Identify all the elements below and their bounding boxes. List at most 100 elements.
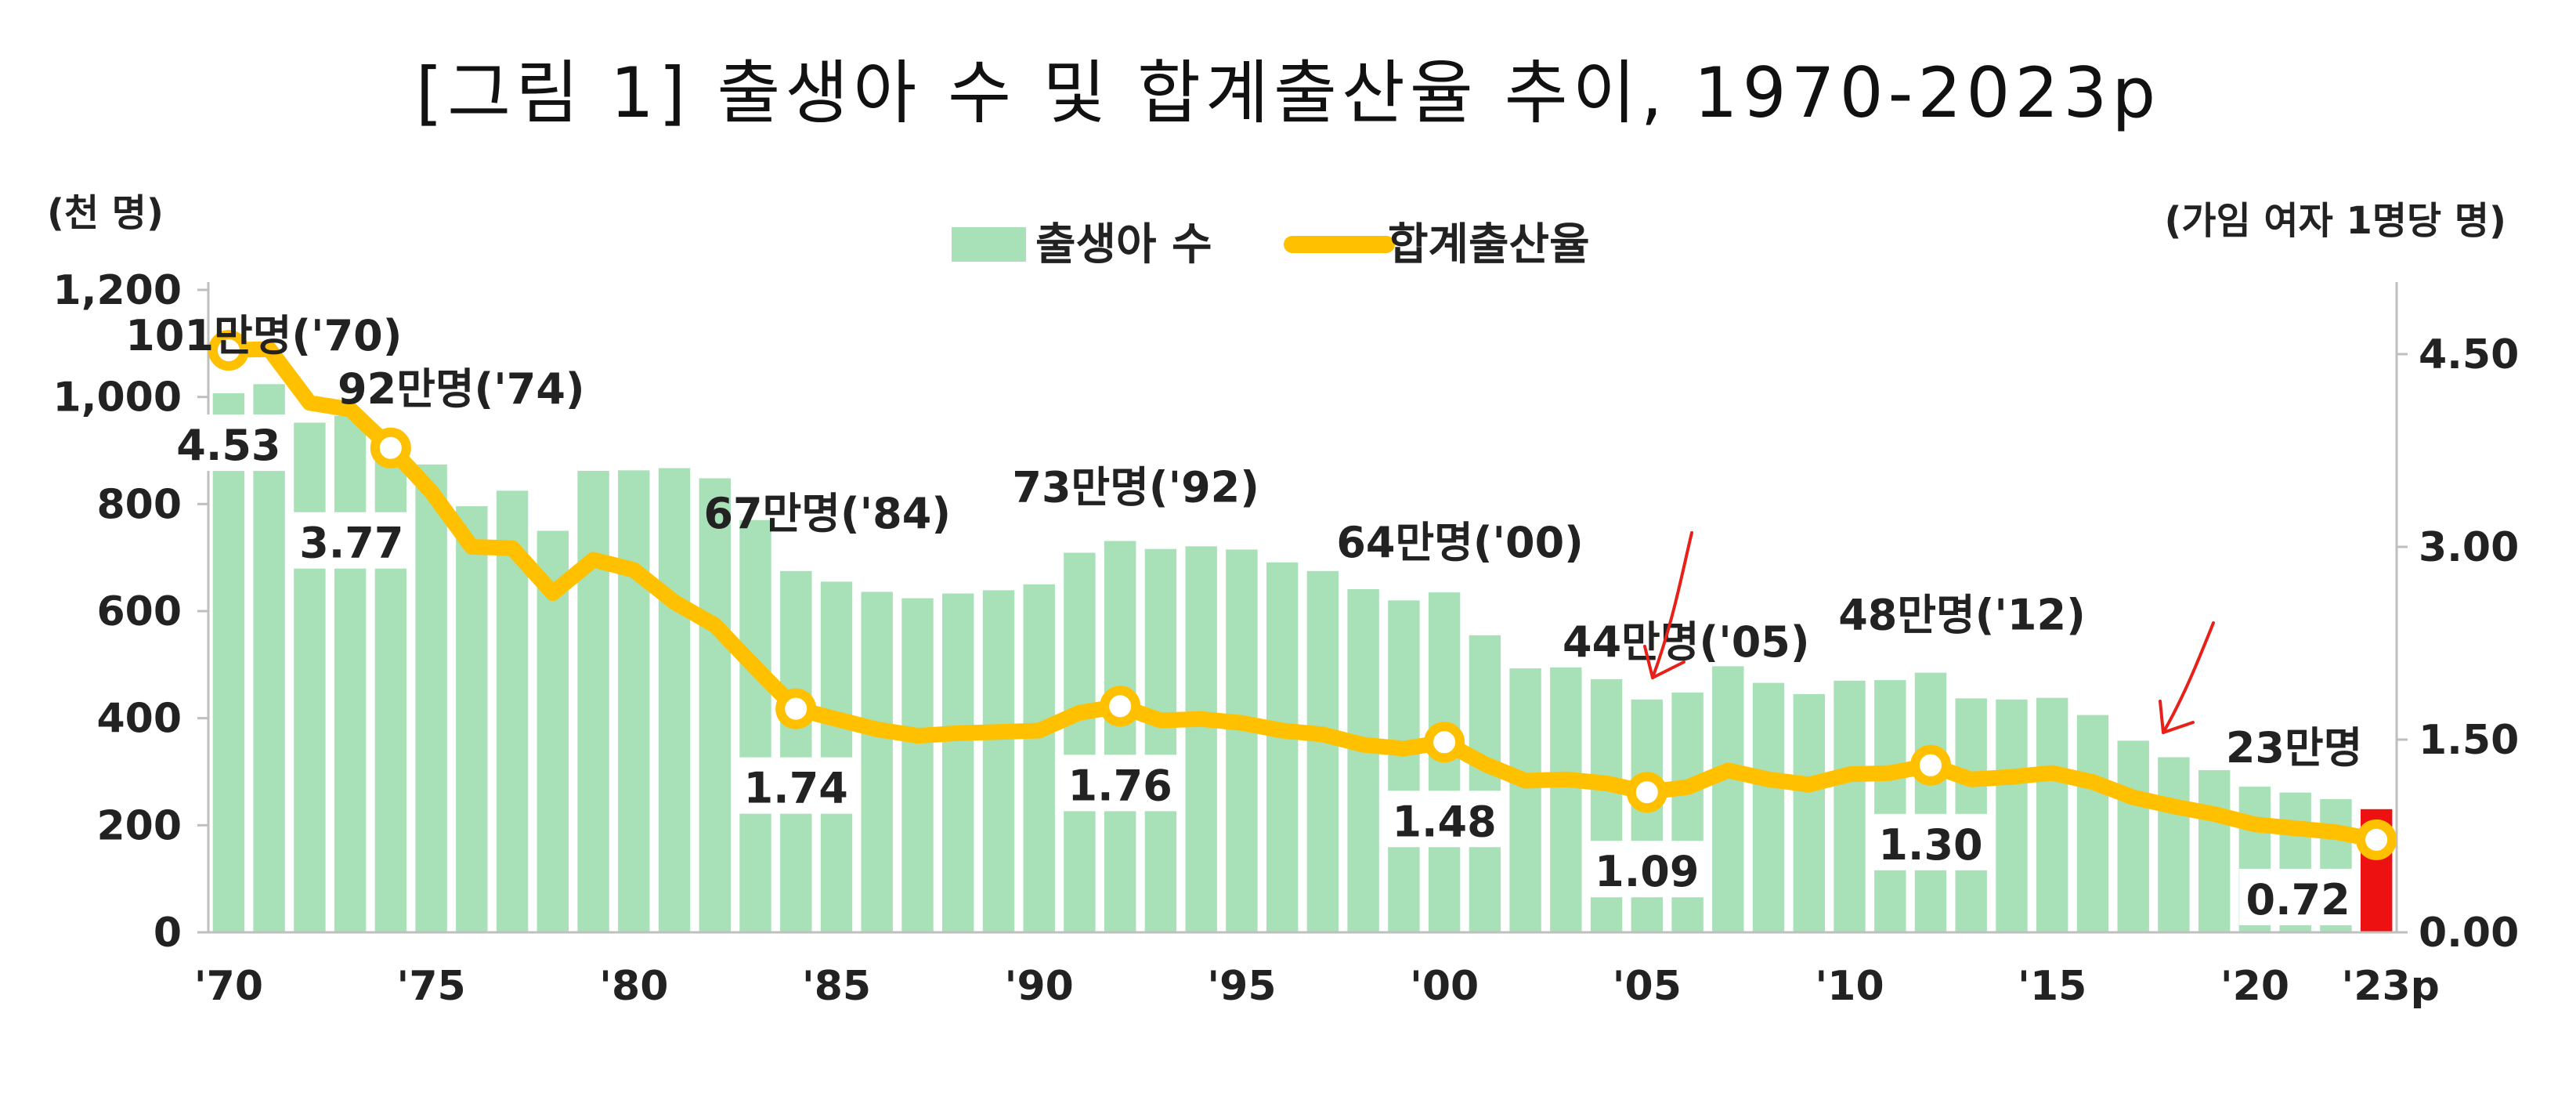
left-tick-label: 1,200 bbox=[53, 267, 182, 314]
left-tick-label: 1,000 bbox=[53, 375, 182, 422]
fertility-marker-1984 bbox=[775, 688, 817, 729]
handwritten-arrows bbox=[1643, 531, 2215, 734]
births-bar-2011 bbox=[1874, 680, 1906, 932]
births-bar-1973 bbox=[334, 415, 367, 932]
right-tick-label: 4.50 bbox=[2419, 331, 2519, 378]
label-background bbox=[737, 757, 855, 814]
births-bar-1982 bbox=[699, 478, 731, 932]
label-text: 1.30 bbox=[1878, 820, 1982, 870]
births-bar-1979 bbox=[577, 471, 609, 932]
births-annotation: 64만명('00) bbox=[1336, 518, 1584, 567]
fertility-value-label: 1.76 bbox=[1061, 754, 1180, 812]
births-bar-2016 bbox=[2076, 715, 2109, 932]
x-tick-label: '85 bbox=[802, 963, 871, 1010]
fertility-marker-2012 bbox=[1910, 744, 1951, 786]
births-bar-2015 bbox=[2036, 697, 2068, 932]
births-bar-2014 bbox=[1996, 699, 2028, 933]
x-tick-label: '95 bbox=[1207, 963, 1276, 1010]
births-bar-1970 bbox=[212, 393, 245, 932]
right-tick-label: 3.00 bbox=[2419, 524, 2519, 571]
births-annotation: 23만명 bbox=[2226, 723, 2363, 773]
legend-label-births: 출생아 수 bbox=[1035, 219, 1212, 270]
label-text: 4.53 bbox=[176, 421, 280, 470]
births-bar-1971 bbox=[253, 384, 285, 932]
births-bar-1975 bbox=[415, 464, 447, 932]
x-tick-label: '15 bbox=[2018, 963, 2086, 1010]
births-bar-2002 bbox=[1509, 668, 1541, 932]
x-tick-label: '80 bbox=[599, 963, 668, 1010]
births-bar-1990 bbox=[1023, 584, 1055, 932]
births-bar-1991 bbox=[1064, 552, 1096, 932]
left-tick-label: 200 bbox=[96, 802, 182, 849]
fertility-value-label: 3.77 bbox=[292, 512, 410, 569]
births-bar-2018 bbox=[2158, 757, 2190, 932]
x-tick-label: '00 bbox=[1410, 963, 1479, 1010]
label-background bbox=[2239, 868, 2357, 925]
fertility-polyline bbox=[220, 341, 2385, 848]
x-tick-label: '10 bbox=[1815, 963, 1884, 1010]
fertility-value-label: 1.74 bbox=[737, 757, 855, 814]
births-bar-1987 bbox=[901, 598, 934, 932]
births-annotation: 48만명('12) bbox=[1838, 591, 2086, 640]
label-text: 1.74 bbox=[744, 764, 848, 813]
label-background bbox=[1386, 791, 1504, 848]
births-bar-1984 bbox=[780, 570, 812, 933]
births-bar-1972 bbox=[294, 422, 326, 932]
left-tick-label: 400 bbox=[96, 696, 182, 743]
fertility-marker-2023 bbox=[2356, 819, 2397, 860]
births-bar-1999 bbox=[1388, 600, 1420, 932]
label-text: 1.48 bbox=[1392, 797, 1496, 846]
fertility-value-label: 4.53 bbox=[169, 414, 287, 472]
fertility-value-label: 1.30 bbox=[1871, 813, 1989, 870]
births-bar-2012 bbox=[1914, 672, 1947, 932]
label-text: 0.72 bbox=[2246, 875, 2350, 925]
label-background bbox=[169, 414, 287, 472]
x-tick-label: '05 bbox=[1613, 963, 1682, 1010]
births-bar-2017 bbox=[2117, 740, 2149, 932]
fertility-line bbox=[208, 330, 2397, 860]
births-bar-1981 bbox=[658, 468, 691, 932]
births-bar-1997 bbox=[1306, 570, 1339, 933]
left-tick-label: 0 bbox=[154, 910, 182, 957]
births-bar-1976 bbox=[456, 506, 488, 932]
label-background bbox=[1061, 754, 1180, 812]
label-text: 3.77 bbox=[299, 519, 403, 568]
births-bar-1983 bbox=[739, 519, 771, 932]
births-bar-2008 bbox=[1752, 682, 1785, 932]
births-bar-1980 bbox=[618, 470, 650, 932]
births-bar-1994 bbox=[1185, 546, 1217, 932]
births-bar-1993 bbox=[1144, 548, 1177, 932]
births-annotation: 73만명('92) bbox=[1012, 462, 1259, 512]
annotation-arrow bbox=[2159, 621, 2215, 734]
births-bar-1985 bbox=[820, 581, 853, 932]
births-bar-2005 bbox=[1631, 699, 1663, 933]
fertility-marker-1974 bbox=[370, 427, 411, 469]
left-tick-label: 800 bbox=[96, 481, 182, 528]
right-axis-unit: (가임 여자 1명당 명) bbox=[2164, 199, 2506, 243]
fertility-marker-2000 bbox=[1424, 722, 1465, 763]
chart-title: [그림 1] 출생아 수 및 합계출산율 추이, 1970-2023p bbox=[415, 52, 2161, 133]
label-background bbox=[1588, 841, 1706, 898]
data-labels: 4.53 3.77 1.74 1.76 1.48 1.09 1.30 0.72 101만명('7… bbox=[125, 311, 2362, 925]
left-tick-label: 600 bbox=[96, 588, 182, 635]
births-bar-1992 bbox=[1104, 541, 1136, 932]
births-bar-2007 bbox=[1712, 666, 1744, 932]
births-annotation: 67만명('84) bbox=[703, 489, 951, 538]
fertility-marker-2005 bbox=[1626, 772, 1667, 813]
label-background bbox=[292, 512, 410, 569]
births-bar-1996 bbox=[1266, 562, 1299, 932]
births-bar-2003 bbox=[1550, 667, 1582, 933]
births-annotation: 101만명('70) bbox=[125, 311, 402, 360]
label-text: 1.09 bbox=[1595, 847, 1699, 896]
fertility-marker-1992 bbox=[1100, 686, 1141, 727]
births-bar-1989 bbox=[982, 590, 1015, 932]
right-tick-label: 1.50 bbox=[2419, 717, 2519, 764]
label-text: 1.76 bbox=[1068, 761, 1172, 810]
births-bar-2001 bbox=[1469, 635, 1501, 933]
left-axis-unit: (천 명) bbox=[47, 191, 164, 235]
births-bar-2010 bbox=[1834, 680, 1866, 932]
x-tick-label: '70 bbox=[194, 963, 263, 1010]
fertility-value-label: 1.09 bbox=[1588, 841, 1706, 898]
births-bar-2019 bbox=[2198, 770, 2231, 932]
